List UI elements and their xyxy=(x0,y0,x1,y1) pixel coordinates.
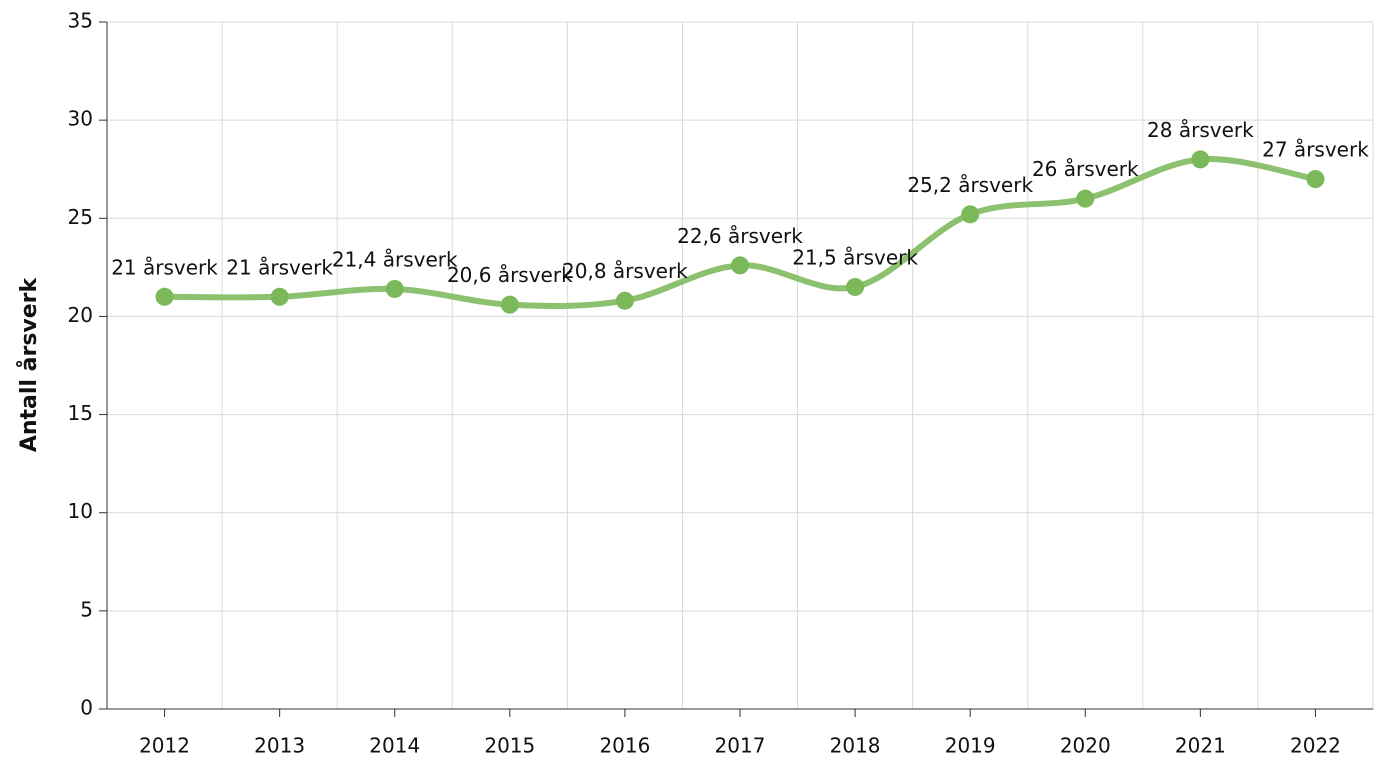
data-label: 28 årsverk xyxy=(1147,118,1254,142)
x-tick-label: 2015 xyxy=(484,734,535,758)
point xyxy=(961,205,980,224)
y-tick-label: 35 xyxy=(68,9,93,33)
data-label: 21,5 årsverk xyxy=(792,245,918,269)
y-axis-label: Antall årsverk xyxy=(16,276,42,452)
data-label: 21,4 årsverk xyxy=(332,247,458,271)
point xyxy=(270,287,289,306)
x-tick-label: 2014 xyxy=(369,734,420,758)
point xyxy=(846,277,865,296)
x-tick-label: 2016 xyxy=(599,734,650,758)
data-label: 26 årsverk xyxy=(1032,157,1139,181)
point xyxy=(1306,170,1325,189)
point xyxy=(500,295,519,314)
y-tick-label: 30 xyxy=(68,107,93,131)
point xyxy=(731,256,749,275)
y-tick-label: 15 xyxy=(68,401,93,425)
x-tick-label: 2012 xyxy=(139,734,190,758)
data-label: 22,6 årsverk xyxy=(677,224,803,248)
y-tick-label: 10 xyxy=(68,499,93,523)
point xyxy=(1076,189,1095,208)
x-tick-label: 2018 xyxy=(830,734,881,758)
x-tick-label: 2013 xyxy=(254,734,305,758)
point xyxy=(615,291,634,310)
data-label: 21 årsverk xyxy=(226,255,333,279)
data-label: 21 årsverk xyxy=(111,255,218,279)
x-tick-label: 2019 xyxy=(945,734,996,758)
data-label: 20,6 årsverk xyxy=(447,263,573,287)
x-tick-label: 2020 xyxy=(1060,734,1111,758)
y-tick-label: 25 xyxy=(68,205,93,229)
data-label: 25,2 årsverk xyxy=(907,173,1033,197)
point xyxy=(1191,150,1210,169)
x-tick-label: 2017 xyxy=(715,734,766,758)
y-tick-label: 5 xyxy=(80,597,93,621)
y-tick-label: 0 xyxy=(80,696,93,720)
y-tick-label: 20 xyxy=(68,303,93,327)
data-label: 20,8 årsverk xyxy=(562,259,688,283)
point xyxy=(155,287,174,306)
point xyxy=(385,279,404,298)
data-label: 27 årsverk xyxy=(1262,138,1369,162)
x-tick-label: 2021 xyxy=(1175,734,1226,758)
x-tick-label: 2022 xyxy=(1290,734,1341,758)
